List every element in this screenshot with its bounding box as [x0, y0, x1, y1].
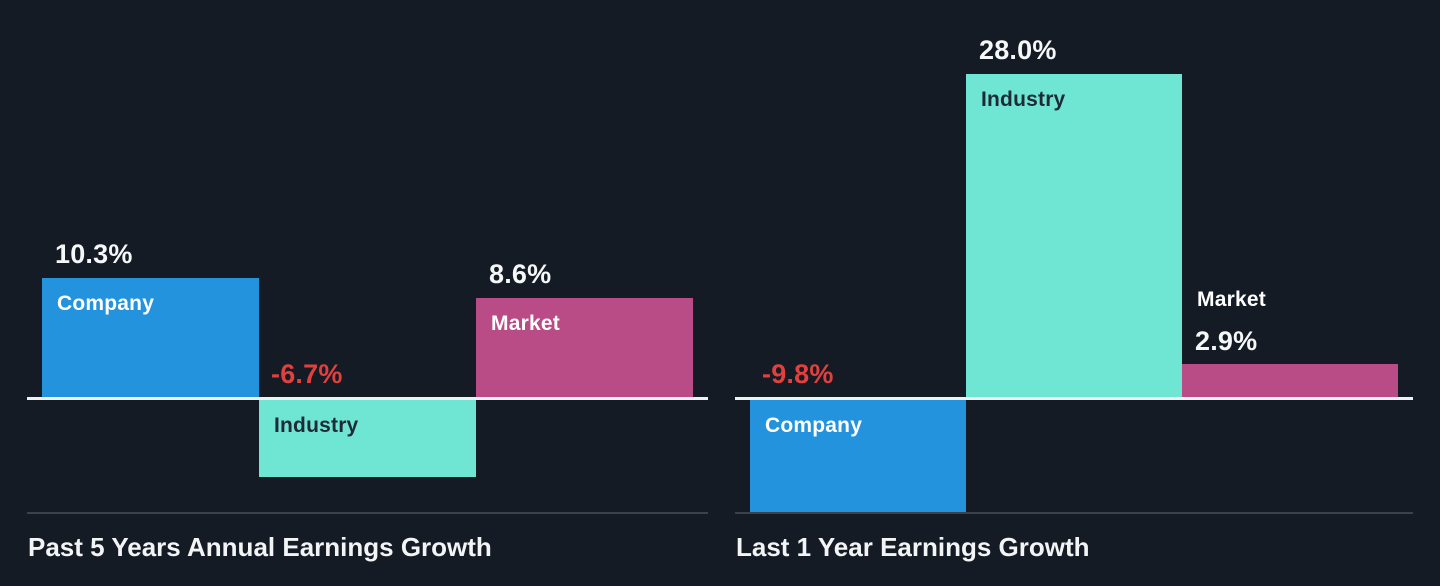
bar-industry — [966, 74, 1182, 397]
zero-axis-line — [735, 397, 1413, 400]
plot-area: 10.3% Company -6.7% Industry 8.6% Market — [27, 0, 708, 586]
separator-line — [735, 512, 1413, 514]
value-label-market: 8.6% — [489, 259, 552, 289]
bar-company — [750, 400, 966, 513]
value-label-company: 10.3% — [55, 239, 133, 269]
value-label-company: -9.8% — [762, 359, 834, 389]
value-label-industry: 28.0% — [979, 35, 1057, 65]
chart-title: Last 1 Year Earnings Growth — [736, 532, 1090, 562]
chart-last-1-year-earnings-growth: -9.8% Company 28.0% Industry 2.9% Market Last… — [735, 0, 1413, 586]
bar-label-market: Market — [1197, 288, 1266, 311]
value-label-industry: -6.7% — [271, 359, 343, 389]
value-label-market: 2.9% — [1195, 326, 1258, 356]
zero-axis-line — [27, 397, 708, 400]
bar-label-industry: Industry — [981, 88, 1066, 111]
bar-company — [42, 278, 259, 397]
bar-label-company: Company — [57, 292, 155, 315]
bar-industry — [259, 400, 476, 477]
separator-line — [27, 512, 708, 514]
bar-market — [1182, 364, 1398, 397]
bar-label-industry: Industry — [274, 414, 359, 437]
chart-past-5-years-earnings-growth: 10.3% Company -6.7% Industry 8.6% Market Past… — [27, 0, 708, 586]
bar-label-company: Company — [765, 414, 863, 437]
chart-title: Past 5 Years Annual Earnings Growth — [28, 532, 492, 562]
plot-area: -9.8% Company 28.0% Industry 2.9% Market — [735, 0, 1413, 586]
bar-label-market: Market — [491, 312, 560, 335]
bar-market — [476, 298, 693, 397]
